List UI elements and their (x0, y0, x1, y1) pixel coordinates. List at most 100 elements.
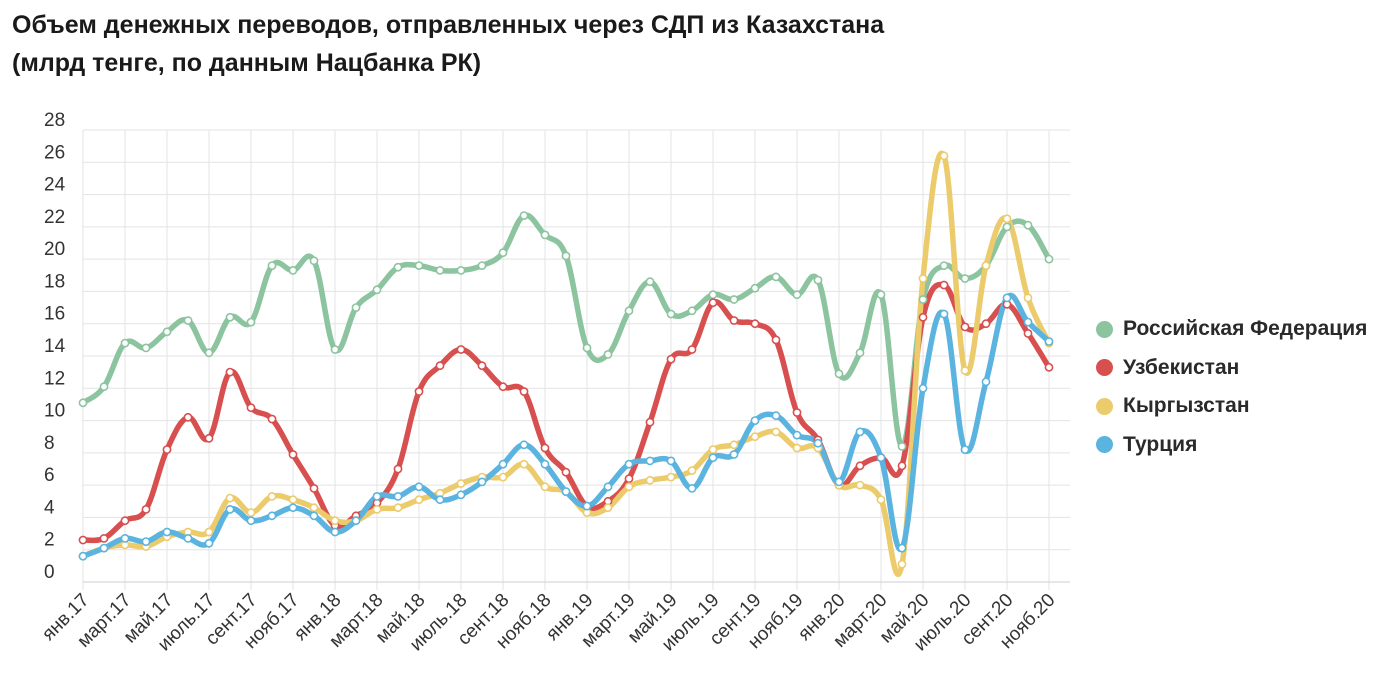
y-tick-label: 22 (44, 207, 65, 228)
data-point (645, 456, 655, 466)
data-point (120, 534, 130, 543)
y-tick-label: 10 (44, 401, 65, 422)
data-point (99, 382, 109, 392)
series-line-2 (80, 281, 1052, 544)
data-point (981, 319, 991, 329)
data-point (792, 290, 802, 300)
data-point (1002, 293, 1012, 303)
data-point (666, 456, 676, 466)
data-point (246, 403, 256, 413)
data-point (561, 467, 571, 477)
data-point (729, 316, 739, 325)
data-point (792, 430, 802, 440)
data-point (792, 443, 802, 453)
data-point (729, 295, 739, 304)
data-point (204, 348, 214, 358)
data-point (708, 290, 718, 300)
legend-marker (1096, 436, 1113, 454)
legend: Российская Федерация Узбекистан Кыргызстан… (1096, 310, 1367, 464)
data-point (624, 474, 634, 484)
y-tick-label: 6 (44, 465, 55, 486)
data-point (582, 343, 592, 353)
data-point (414, 482, 424, 492)
legend-label: Российская Федерация (1123, 317, 1368, 341)
data-point (918, 295, 928, 304)
data-point (540, 443, 550, 453)
data-point (834, 369, 844, 379)
data-point (330, 516, 340, 526)
data-point (687, 466, 697, 475)
data-point (876, 495, 886, 505)
data-point (1002, 222, 1012, 232)
data-point (477, 361, 487, 371)
legend-item: Узбекистан (1096, 349, 1367, 388)
data-point (162, 527, 172, 537)
chart-title: Объем денежных переводов, отправленных ч… (12, 6, 1112, 82)
data-point (813, 438, 823, 448)
data-point (939, 151, 949, 161)
y-tick-label: 26 (44, 142, 65, 163)
y-tick-label: 14 (44, 336, 66, 357)
data-point (498, 382, 508, 392)
data-point (729, 440, 739, 450)
data-point (876, 453, 886, 463)
data-point (666, 354, 676, 364)
data-point (141, 504, 151, 514)
data-point (1023, 328, 1033, 338)
legend-item: Турция (1096, 426, 1367, 465)
data-point (498, 472, 508, 482)
series-points (78, 151, 1054, 569)
data-point (225, 493, 235, 503)
data-point (897, 559, 907, 569)
data-point (687, 306, 697, 316)
data-point (918, 312, 928, 322)
data-point (204, 433, 214, 443)
data-point (771, 411, 781, 421)
data-point (939, 309, 949, 319)
data-point (120, 338, 130, 348)
data-point (393, 503, 403, 513)
data-point (540, 482, 550, 492)
data-point (603, 482, 613, 492)
data-point (99, 543, 109, 553)
data-point (771, 272, 781, 282)
data-point (435, 495, 445, 505)
y-tick-label: 4 (44, 497, 55, 518)
data-point (435, 265, 445, 275)
data-point (498, 248, 508, 258)
data-point (414, 387, 424, 396)
data-point (1044, 254, 1054, 264)
y-tick-label: 18 (44, 271, 65, 292)
data-point (540, 230, 550, 240)
data-point (981, 377, 991, 387)
data-point (855, 480, 865, 490)
data-point (99, 534, 109, 543)
data-point (1023, 317, 1033, 327)
data-point (624, 306, 634, 316)
legend-label: Узбекистан (1123, 355, 1240, 379)
data-point (435, 361, 445, 371)
data-point (456, 265, 466, 275)
data-point (855, 348, 865, 358)
data-point (708, 453, 718, 463)
data-point (78, 398, 88, 408)
data-point (225, 504, 235, 514)
data-point (750, 319, 760, 329)
data-point (561, 251, 571, 261)
data-point (309, 483, 319, 493)
data-point (750, 283, 760, 293)
data-point (1002, 214, 1012, 224)
data-point (183, 534, 193, 543)
data-point (246, 508, 256, 517)
data-point (771, 427, 781, 437)
data-point (561, 487, 571, 496)
data-point (288, 450, 298, 459)
y-tick-label: 12 (44, 368, 65, 389)
data-point (183, 412, 193, 422)
data-point (834, 477, 844, 487)
data-point (393, 262, 403, 272)
data-point (225, 367, 235, 377)
data-point (78, 551, 88, 561)
data-point (309, 503, 319, 513)
